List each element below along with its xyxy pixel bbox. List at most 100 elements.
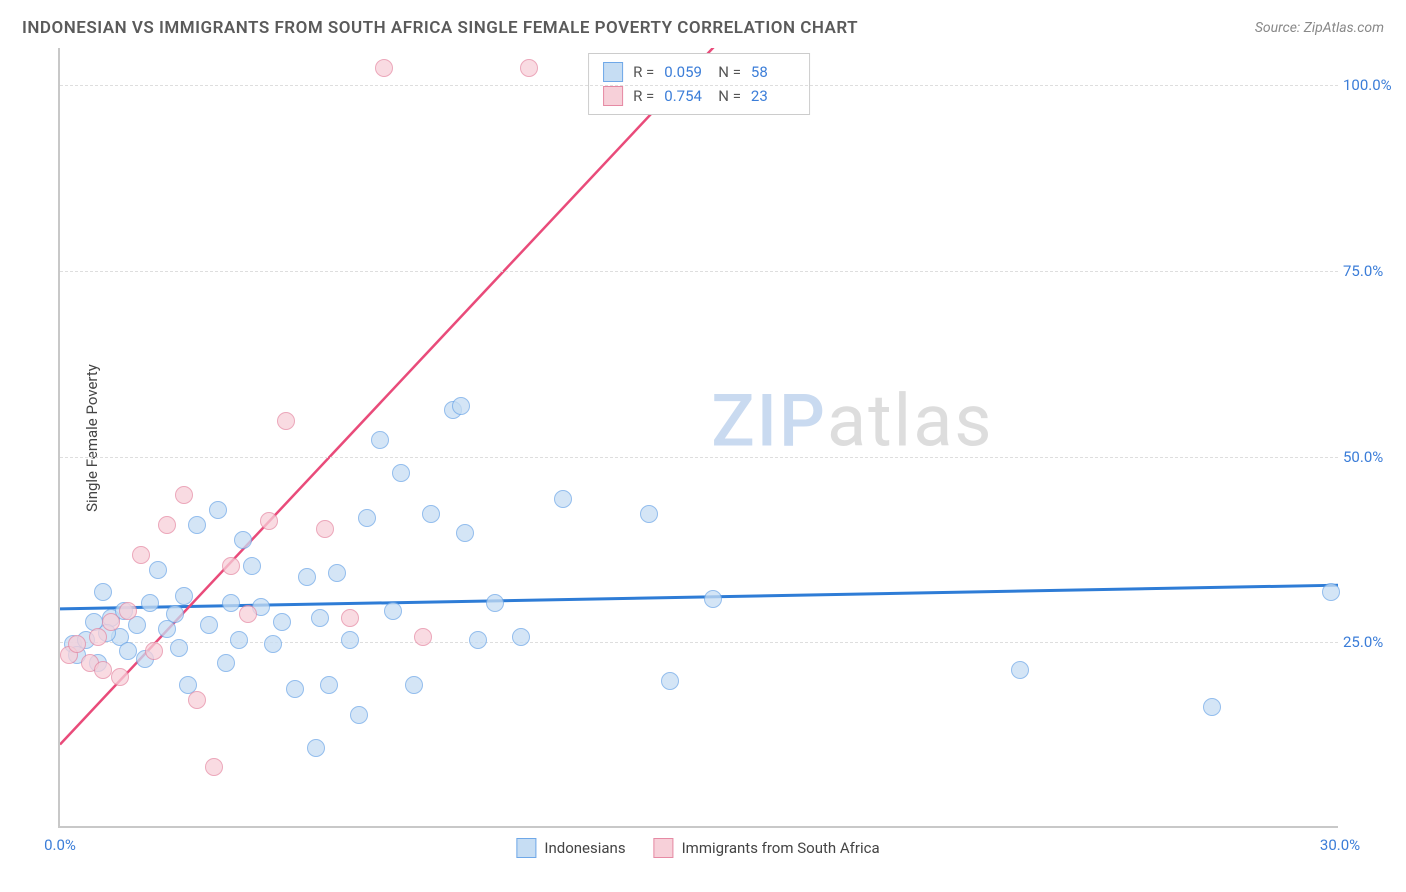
trend-lines-svg (60, 48, 1338, 826)
data-point (1203, 698, 1221, 716)
data-point (175, 486, 193, 504)
data-point (68, 635, 86, 653)
plot-area: ZIPatlas R =0.059N =58R =0.754N =23 25.0… (58, 48, 1338, 828)
data-point (264, 635, 282, 653)
data-point (704, 590, 722, 608)
gridline (60, 457, 1338, 458)
data-point (512, 628, 530, 646)
legend-swatch (654, 838, 674, 858)
data-point (166, 605, 184, 623)
legend-label: Immigrants from South Africa (682, 839, 880, 857)
data-point (640, 505, 658, 523)
stat-r-value: 0.059 (664, 60, 708, 84)
watermark: ZIPatlas (711, 379, 993, 464)
correlation-stats-box: R = 0.059 N = 58 R = 0.754 N = 23 (588, 53, 810, 115)
data-point (661, 672, 679, 690)
y-tick-label: 75.0% (1343, 262, 1398, 280)
data-point (286, 680, 304, 698)
y-tick-label: 25.0% (1343, 633, 1398, 651)
legend-item: Immigrants from South Africa (654, 838, 880, 858)
data-point (175, 587, 193, 605)
data-point (371, 431, 389, 449)
stat-r-value: 0.754 (664, 84, 708, 108)
data-point (222, 557, 240, 575)
source-attribution: Source: ZipAtlas.com (1255, 20, 1384, 36)
stat-r-label: R = (633, 84, 654, 108)
data-point (375, 59, 393, 77)
legend-swatch (603, 86, 623, 106)
y-tick-label: 50.0% (1343, 448, 1398, 466)
stat-n-label: N = (718, 60, 741, 84)
data-point (205, 758, 223, 776)
data-point (119, 602, 137, 620)
data-point (452, 397, 470, 415)
stat-r-label: R = (633, 60, 654, 84)
data-point (384, 602, 402, 620)
legend-swatch (516, 838, 536, 858)
data-point (328, 564, 346, 582)
plot-container: Single Female Poverty ZIPatlas R =0.059N… (58, 48, 1338, 828)
data-point (170, 639, 188, 657)
data-point (307, 739, 325, 757)
data-point (341, 609, 359, 627)
trend-line (60, 48, 1338, 744)
data-point (119, 642, 137, 660)
data-point (230, 631, 248, 649)
stat-n-value: 23 (751, 84, 795, 108)
data-point (260, 512, 278, 530)
data-point (469, 631, 487, 649)
data-point (111, 668, 129, 686)
data-point (217, 654, 235, 672)
data-point (132, 546, 150, 564)
data-point (188, 516, 206, 534)
stats-row: R = 0.754 N = 23 (603, 84, 795, 108)
y-tick-label: 100.0% (1343, 76, 1398, 94)
data-point (277, 412, 295, 430)
data-point (1322, 583, 1340, 601)
chart-title: INDONESIAN VS IMMIGRANTS FROM SOUTH AFRI… (22, 18, 858, 38)
legend-item: Indonesians (516, 838, 625, 858)
gridline (60, 271, 1338, 272)
data-point (320, 676, 338, 694)
data-point (456, 524, 474, 542)
data-point (239, 605, 257, 623)
data-point (316, 520, 334, 538)
legend: Indonesians Immigrants from South Africa (516, 838, 879, 858)
gridline (60, 85, 1338, 86)
stat-n-label: N = (718, 84, 741, 108)
data-point (520, 59, 538, 77)
stats-row: R = 0.059 N = 58 (603, 60, 795, 84)
x-tick-label: 0.0% (44, 836, 76, 854)
data-point (341, 631, 359, 649)
data-point (358, 509, 376, 527)
data-point (350, 706, 368, 724)
data-point (94, 661, 112, 679)
data-point (298, 568, 316, 586)
data-point (1011, 661, 1029, 679)
data-point (486, 594, 504, 612)
data-point (188, 691, 206, 709)
data-point (554, 490, 572, 508)
legend-label: Indonesians (544, 839, 625, 857)
data-point (158, 516, 176, 534)
data-point (273, 613, 291, 631)
data-point (243, 557, 261, 575)
data-point (209, 501, 227, 519)
data-point (422, 505, 440, 523)
data-point (141, 594, 159, 612)
data-point (149, 561, 167, 579)
data-point (311, 609, 329, 627)
data-point (405, 676, 423, 694)
data-point (414, 628, 432, 646)
data-point (392, 464, 410, 482)
data-point (222, 594, 240, 612)
data-point (102, 613, 120, 631)
data-point (200, 616, 218, 634)
gridline (60, 642, 1338, 643)
x-tick-label: 30.0% (1320, 836, 1360, 854)
data-point (94, 583, 112, 601)
legend-swatch (603, 62, 623, 82)
data-point (89, 628, 107, 646)
stat-n-value: 58 (751, 60, 795, 84)
data-point (145, 642, 163, 660)
